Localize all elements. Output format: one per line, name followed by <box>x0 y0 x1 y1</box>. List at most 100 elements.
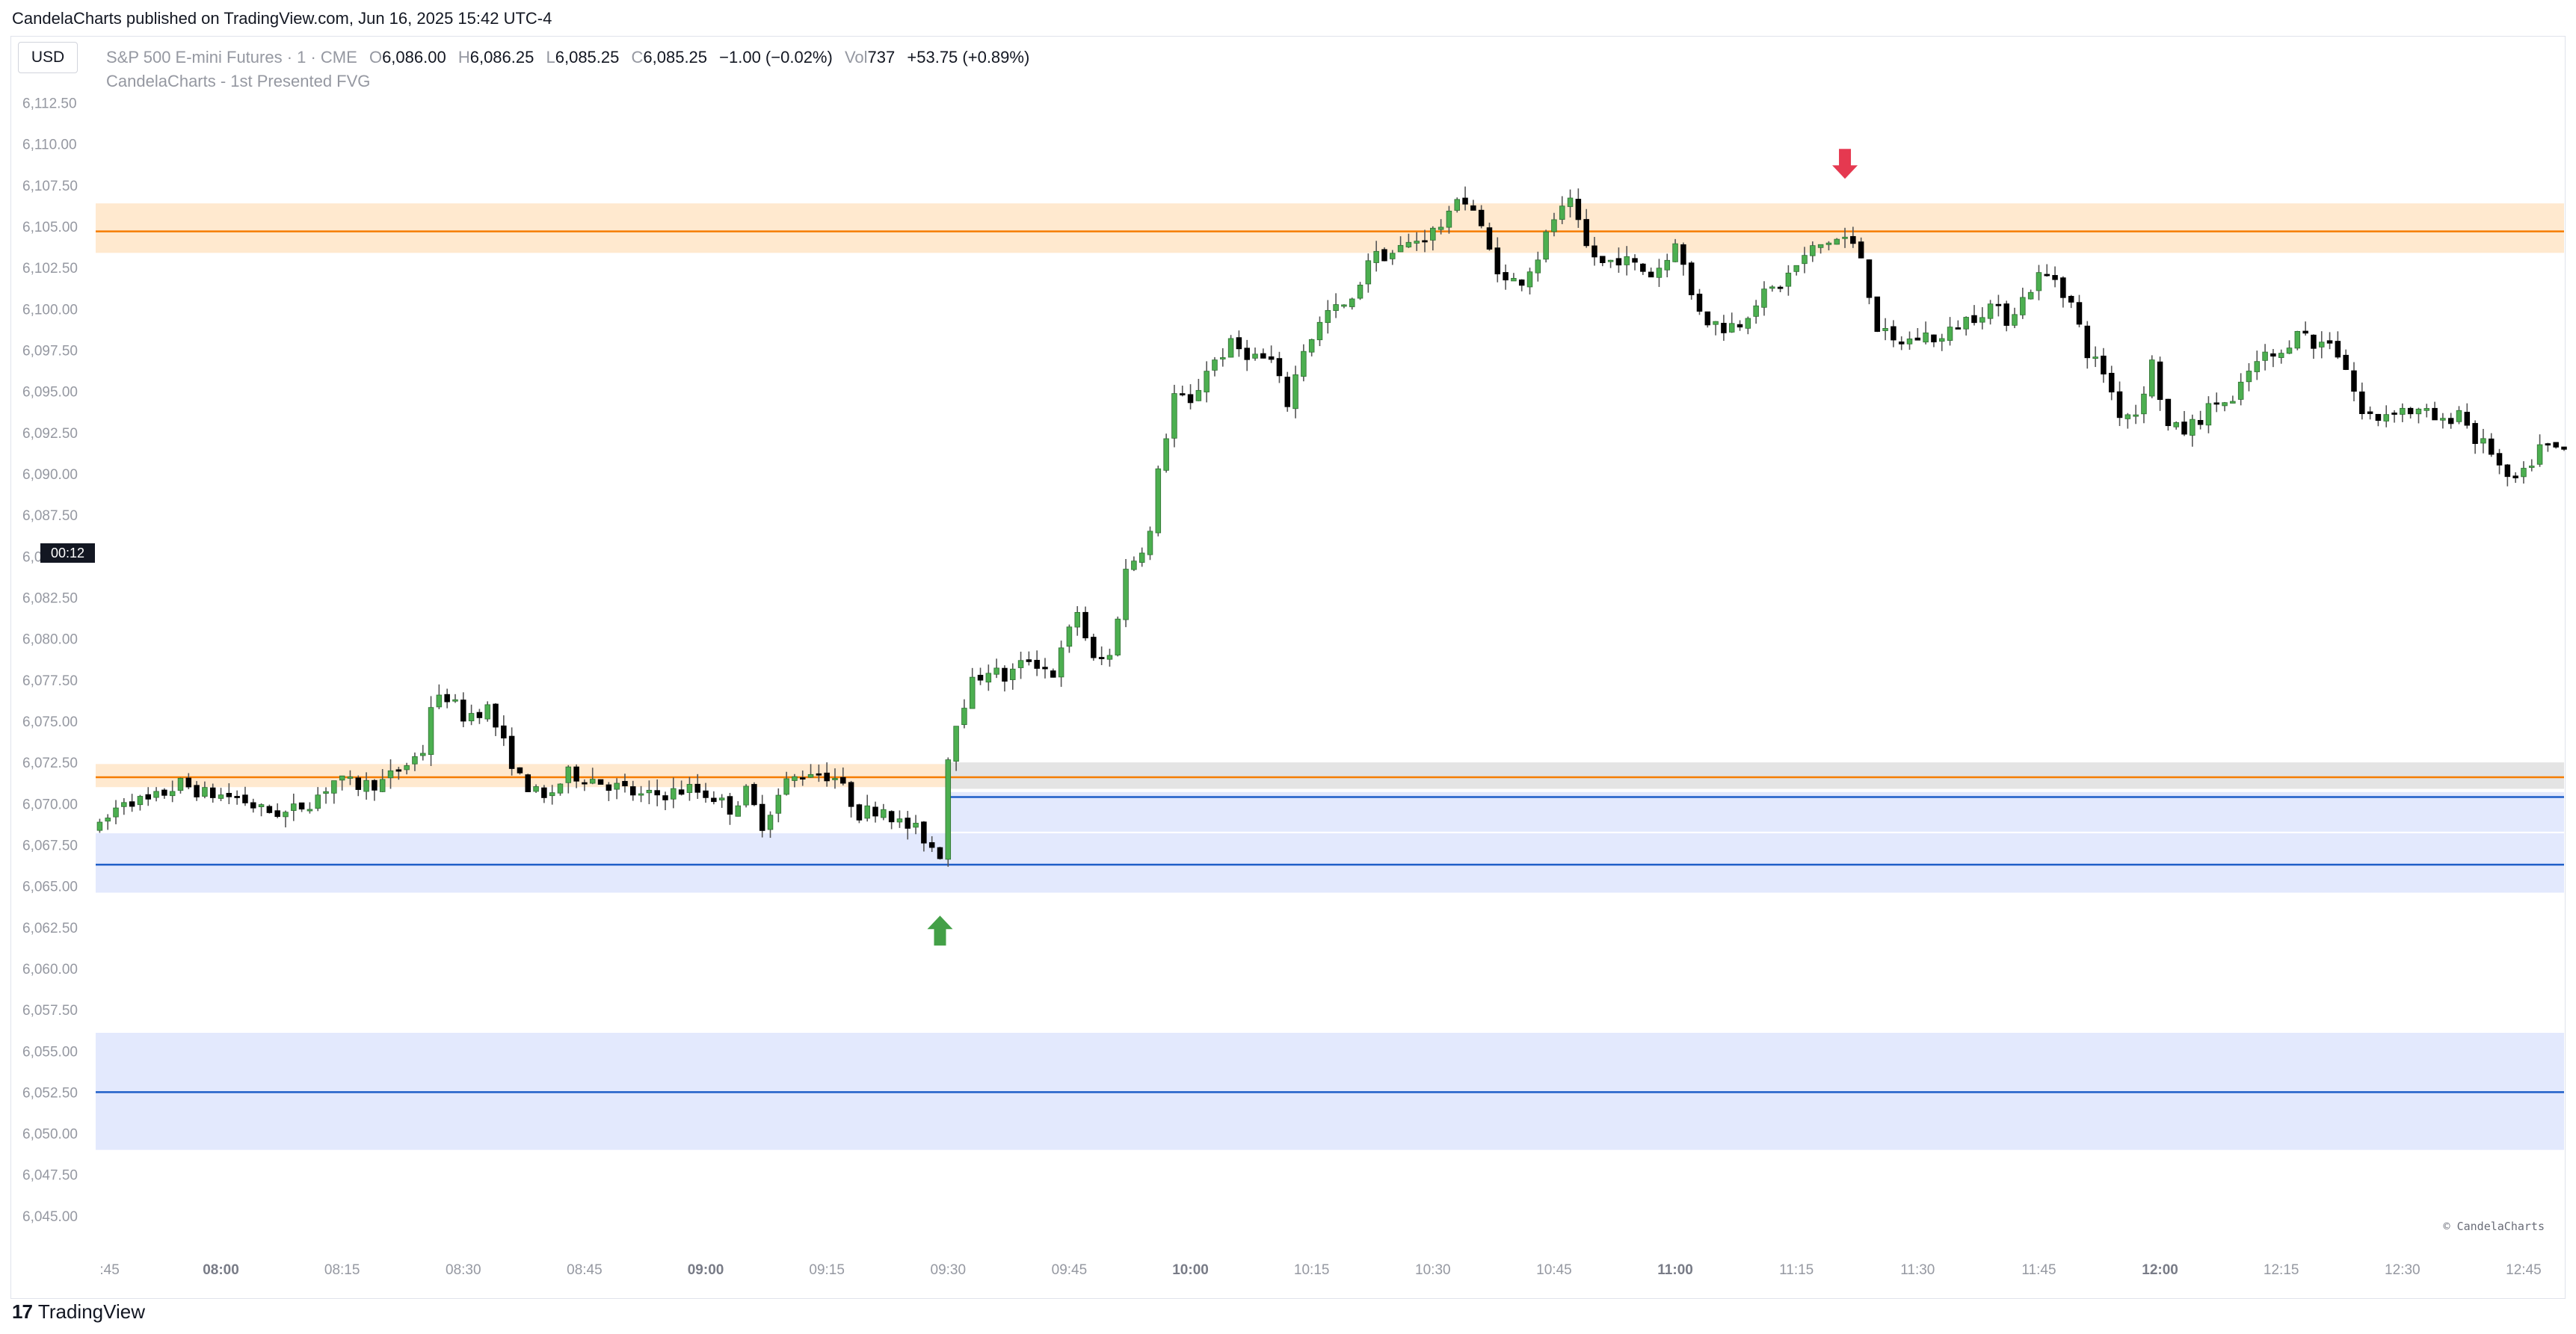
bear-candle <box>1995 303 2002 306</box>
bull-candle <box>1357 285 1364 299</box>
bull-candle <box>2521 468 2527 478</box>
bull-candle <box>1567 197 1574 207</box>
x-tick-label: 10:30 <box>1415 1262 1451 1278</box>
bear-candle <box>2326 340 2333 344</box>
y-tick-label: 6,047.50 <box>22 1168 78 1184</box>
bar-countdown-badge: 00:12 <box>40 543 95 563</box>
bull-candle <box>1058 647 1064 678</box>
bull-candle <box>169 791 176 797</box>
chart-frame[interactable] <box>10 36 2566 1299</box>
bear-candle <box>1898 342 1905 345</box>
price-axis: 6,045.00 6,047.50 6,050.00 6,052.50 6,055.00… <box>22 96 78 1225</box>
bear-candle <box>242 794 248 803</box>
x-tick-label: 11:30 <box>1900 1262 1935 1278</box>
bull-candle <box>2020 297 2026 315</box>
bull-candle <box>2424 408 2430 411</box>
bull-candle <box>1810 245 1816 256</box>
blue-fvg-zone-1 <box>948 791 2564 832</box>
bull-candle <box>1155 468 1162 534</box>
x-tick-label: 10:00 <box>1172 1262 1209 1278</box>
bull-candle <box>1834 238 1840 245</box>
bear-candle <box>1002 667 1008 682</box>
bear-candle <box>937 847 943 859</box>
bear-candle <box>1858 241 1864 259</box>
bear-candle <box>1721 323 1727 333</box>
bull-candle <box>646 789 653 794</box>
bull-candle <box>1227 338 1234 358</box>
bear-candle <box>1494 247 1501 275</box>
bear-candle <box>1955 327 1962 330</box>
bull-candle <box>589 779 596 784</box>
bull-candle <box>864 805 870 819</box>
bull-candle <box>2415 408 2422 415</box>
bull-candle <box>881 809 887 818</box>
y-tick-label: 6,095.00 <box>22 385 78 401</box>
bear-candle <box>678 789 685 795</box>
bull-candle <box>953 726 959 762</box>
currency-button[interactable]: USD <box>18 42 78 73</box>
bear-candle <box>1098 657 1105 659</box>
bear-candle <box>856 804 863 821</box>
y-tick-label: 6,075.00 <box>22 714 78 730</box>
bull-candle <box>1842 236 1848 239</box>
bull-candle <box>452 699 458 702</box>
bear-candle <box>928 842 935 848</box>
bull-candle <box>832 778 838 780</box>
bull-candle <box>1664 259 1671 271</box>
bear-candle <box>1381 249 1387 262</box>
bull-candle <box>807 773 814 778</box>
bull-candle <box>1195 389 1202 401</box>
y-tick-label: 6,050.00 <box>22 1127 78 1143</box>
bull-candle <box>436 694 443 708</box>
bear-candle <box>2101 355 2107 374</box>
bear-candle <box>1503 272 1509 281</box>
indicator-legend[interactable]: CandelaCharts - 1st Presented FVG <box>106 72 371 90</box>
symbol-name[interactable]: S&P 500 E-mini Futures · 1 · CME <box>106 48 357 67</box>
bear-candle <box>2375 413 2382 421</box>
blue-fvg-zone-2 <box>96 833 2564 893</box>
bull-candle <box>2027 291 2034 300</box>
publish-info: CandelaCharts published on TradingView.c… <box>12 9 552 28</box>
bull-candle <box>1373 250 1379 263</box>
bull-candle <box>1438 226 1444 230</box>
bear-candle <box>2447 418 2454 424</box>
bear-candle <box>799 777 806 779</box>
bear-candle <box>2407 407 2414 415</box>
signal-markers <box>927 149 1858 946</box>
bull-candle <box>1793 265 1799 272</box>
bull-candle <box>379 779 386 792</box>
bear-candle <box>161 789 167 796</box>
x-tick-label: 11:45 <box>2021 1262 2056 1278</box>
bear-candle <box>606 784 612 791</box>
bear-candle <box>2512 475 2518 478</box>
x-tick-label: 12:15 <box>2264 1262 2299 1278</box>
bear-candle <box>2472 423 2478 444</box>
bull-candle <box>1171 393 1177 439</box>
bull-candle <box>412 756 418 765</box>
x-tick-label: :45 <box>99 1262 119 1278</box>
bull-candle <box>1430 227 1436 241</box>
tradingview-logo[interactable]: 17 TradingView <box>12 1299 145 1324</box>
x-tick-label: 12:45 <box>2506 1262 2542 1278</box>
y-tick-label: 6,110.00 <box>22 138 77 153</box>
x-tick-label: 10:15 <box>1294 1262 1330 1278</box>
y-tick-label: 6,112.50 <box>22 96 77 112</box>
y-tick-label: 6,102.50 <box>22 261 78 277</box>
bear-candle <box>2157 361 2163 401</box>
bear-candle <box>1042 667 1048 670</box>
bull-candle <box>1713 321 1719 325</box>
bear-candle <box>1187 394 1194 404</box>
x-tick-label: 10:45 <box>1536 1262 1572 1278</box>
bull-candle <box>96 821 103 831</box>
bull-candle <box>1825 242 1832 245</box>
bear-candle <box>2488 438 2495 455</box>
bear-candle <box>654 790 660 796</box>
bear-candle <box>1470 205 1476 211</box>
bear-candle <box>622 781 628 787</box>
y-tick-label: 6,092.50 <box>22 426 78 442</box>
bear-candle <box>816 773 822 776</box>
bull-candle <box>783 778 789 795</box>
bull-candle <box>2456 410 2462 422</box>
bear-candle <box>1688 262 1695 295</box>
